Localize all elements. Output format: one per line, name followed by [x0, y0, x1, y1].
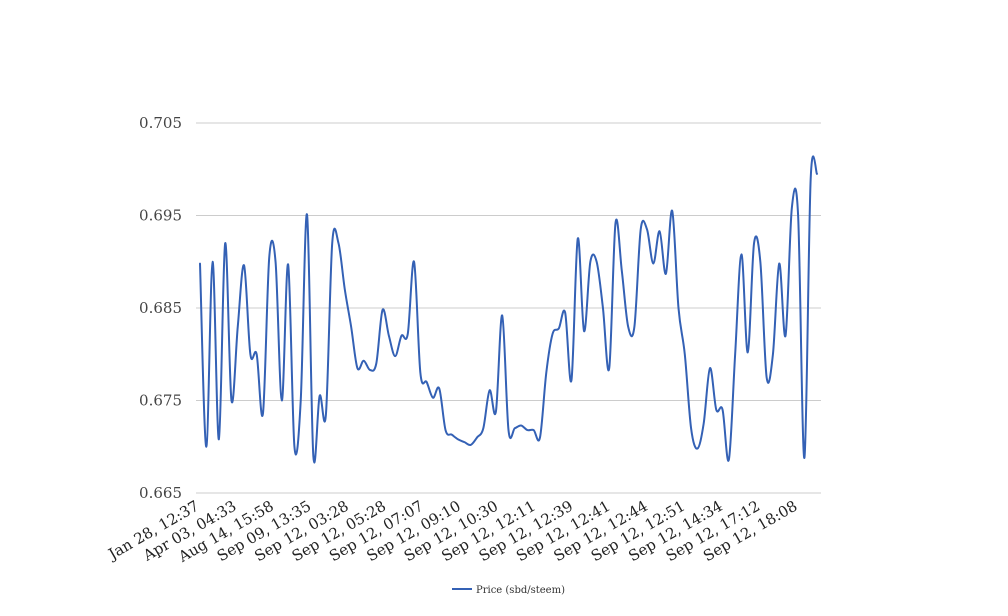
y-tick-label: 0.705	[139, 114, 182, 132]
y-tick-label: 0.695	[139, 207, 182, 225]
y-tick-label: 0.685	[139, 299, 182, 317]
series-layer	[199, 155, 818, 464]
y-tick-label: 0.665	[139, 484, 182, 502]
legend-label: Price (sbd/steem)	[476, 585, 565, 596]
series-line-price	[199, 155, 818, 464]
y-axis: 0.705 0.695 0.685 0.675 0.665	[139, 114, 182, 502]
legend-item[interactable]: Price (sbd/steem)	[452, 585, 565, 596]
y-tick-label: 0.675	[139, 392, 182, 410]
legend: Price (sbd/steem)	[452, 585, 565, 596]
